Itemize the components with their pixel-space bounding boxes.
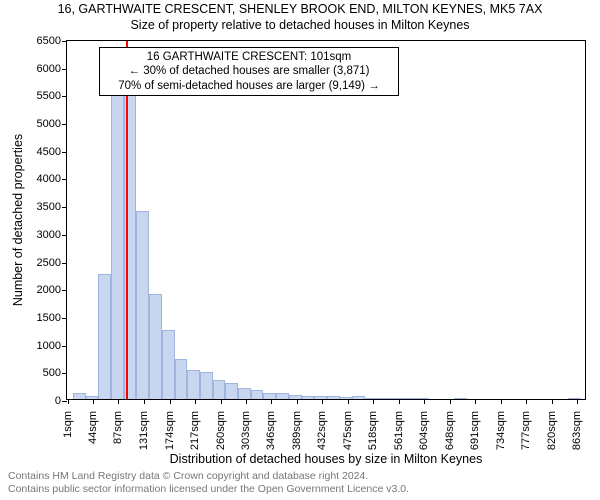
y-tick-mark [62,346,67,347]
histogram-bar [213,380,226,399]
histogram-bar [365,398,378,399]
histogram-bar [149,294,162,399]
x-tick-mark [577,399,578,404]
histogram-bar [86,396,99,399]
x-tick-label: 87sqm [112,405,124,444]
x-tick-mark [118,399,119,404]
x-tick-label: 691sqm [469,405,481,450]
x-tick-label: 346sqm [265,405,277,450]
histogram-bar [73,393,86,399]
x-tick-label: 820sqm [546,405,558,450]
x-tick-label: 734sqm [495,405,507,450]
y-tick-mark [62,401,67,402]
footer-line-1: Contains HM Land Registry data © Crown c… [8,470,409,483]
x-tick-label: 303sqm [240,405,252,450]
x-tick-label: 432sqm [316,405,328,450]
x-tick-label: 604sqm [418,405,430,450]
x-tick-mark [450,399,451,404]
histogram-bar [378,398,391,399]
title-line-1: 16, GARTHWAITE CRESCENT, SHENLEY BROOK E… [0,2,600,18]
x-tick-mark [373,399,374,404]
histogram-bar [225,383,238,399]
histogram-bar [98,274,111,399]
y-tick-mark [62,96,67,97]
histogram-bar [263,393,276,399]
y-tick-mark [62,69,67,70]
x-tick-mark [348,399,349,404]
x-tick-mark [475,399,476,404]
x-tick-mark [552,399,553,404]
y-axis-label: Number of detached properties [11,134,25,306]
x-tick-mark [271,399,272,404]
y-tick-mark [62,235,67,236]
x-tick-label: 648sqm [444,405,456,450]
x-tick-label: 475sqm [342,405,354,450]
x-tick-mark [501,399,502,404]
x-tick-mark [221,399,222,404]
histogram-bar [403,398,416,399]
x-tick-mark [170,399,171,404]
histogram-bar [136,211,149,399]
histogram-bar [314,396,327,399]
y-tick-mark [62,41,67,42]
histogram-bar [162,330,175,399]
histogram-bar [175,359,188,399]
chart-container: 16, GARTHWAITE CRESCENT, SHENLEY BROOK E… [0,0,600,500]
x-tick-label: 777sqm [520,405,532,450]
y-tick-mark [62,124,67,125]
x-tick-mark [93,399,94,404]
x-tick-mark [399,399,400,404]
histogram-plot: 16 GARTHWAITE CRESCENT: 101sqm ← 30% of … [66,40,586,400]
x-tick-mark [144,399,145,404]
title-line-2: Size of property relative to detached ho… [0,18,600,34]
annotation-box: 16 GARTHWAITE CRESCENT: 101sqm ← 30% of … [99,47,399,96]
x-tick-label: 131sqm [138,405,150,450]
histogram-bar [568,398,581,399]
x-tick-mark [297,399,298,404]
histogram-bar [187,370,200,399]
title-block: 16, GARTHWAITE CRESCENT, SHENLEY BROOK E… [0,0,600,33]
histogram-bar [340,397,353,399]
histogram-bar [352,396,365,399]
x-tick-label: 260sqm [215,405,227,450]
x-tick-mark [526,399,527,404]
y-tick-mark [62,290,67,291]
x-tick-label: 561sqm [393,405,405,450]
histogram-bar [251,390,264,399]
histogram-bar [327,396,340,399]
histogram-bar [238,388,251,399]
histogram-bar [416,398,429,399]
annotation-line-3: 70% of semi-detached houses are larger (… [106,79,392,93]
histogram-bar [200,372,213,399]
histogram-bar [302,396,315,399]
x-tick-mark [322,399,323,404]
x-tick-mark [246,399,247,404]
annotation-line-2: ← 30% of detached houses are smaller (3,… [106,64,392,78]
footer: Contains HM Land Registry data © Crown c… [8,470,409,496]
histogram-bar [276,393,289,399]
histogram-bar [391,398,404,399]
y-tick-mark [62,207,67,208]
annotation-line-1: 16 GARTHWAITE CRESCENT: 101sqm [106,50,392,64]
x-tick-label: 1sqm [62,405,74,438]
x-tick-label: 863sqm [571,405,583,450]
x-tick-mark [424,399,425,404]
x-tick-mark [68,399,69,404]
y-tick-mark [62,179,67,180]
histogram-bar [111,89,124,399]
x-axis-label: Distribution of detached houses by size … [66,452,586,466]
x-tick-label: 44sqm [87,405,99,444]
x-tick-label: 217sqm [189,405,201,450]
y-tick-mark [62,263,67,264]
x-tick-label: 389sqm [291,405,303,450]
footer-line-2: Contains public sector information licen… [8,483,409,496]
y-tick-mark [62,152,67,153]
histogram-bar [454,398,467,399]
x-tick-mark [195,399,196,404]
y-tick-mark [62,318,67,319]
x-tick-label: 174sqm [164,405,176,450]
x-tick-label: 518sqm [367,405,379,450]
y-tick-mark [62,373,67,374]
histogram-bar [289,395,302,399]
